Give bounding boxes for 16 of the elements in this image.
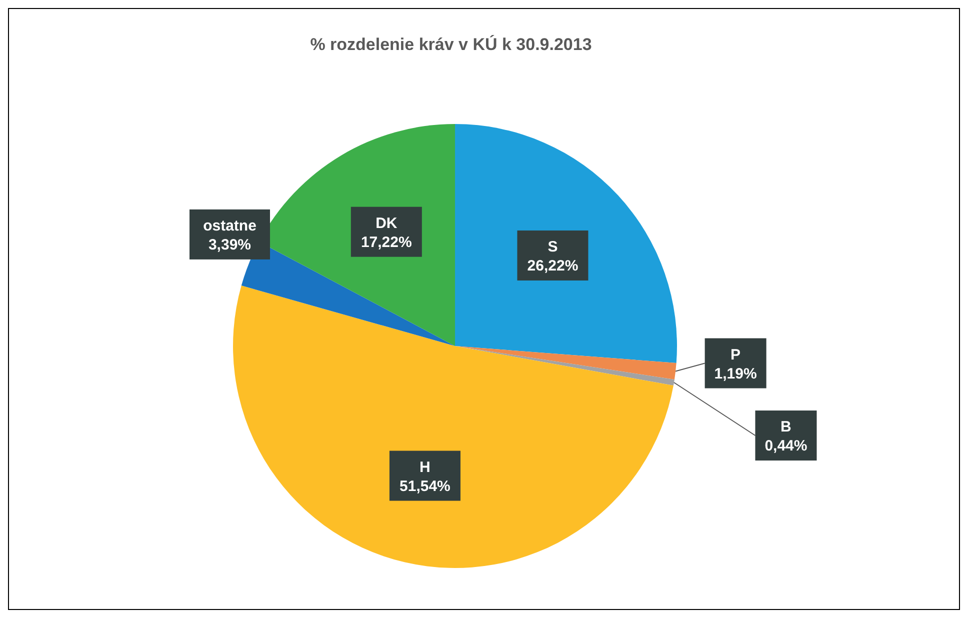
data-label: 0,44% (764, 438, 808, 455)
data-label: 17,22% (360, 234, 412, 251)
slice-label: ostatne (203, 217, 256, 234)
data-label: 1,19% (714, 365, 757, 382)
pie-slice (455, 346, 676, 380)
slice-label: S (548, 238, 558, 256)
slice-label: DK (376, 214, 398, 232)
pie-slice (233, 286, 674, 568)
pie-slice (455, 124, 677, 363)
slice-label: P (730, 346, 741, 364)
chart-title: % rozdelenie kráv v KÚ k 30.9.2013 (309, 35, 593, 55)
data-label: 26,22% (527, 257, 578, 274)
data-label: 51,54% (400, 478, 450, 495)
slice-label: H (420, 458, 430, 476)
data-label: 3,39% (208, 236, 252, 254)
slice-label: B (780, 418, 792, 436)
